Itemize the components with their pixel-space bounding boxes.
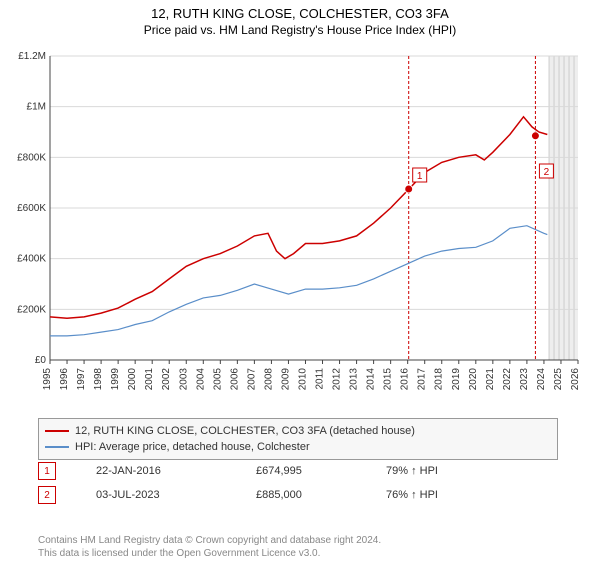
legend-swatch (45, 446, 69, 448)
transaction-date: 22-JAN-2016 (96, 465, 216, 477)
svg-text:2021: 2021 (485, 368, 496, 391)
svg-text:1997: 1997 (76, 368, 87, 391)
transaction-date: 03-JUL-2023 (96, 489, 216, 501)
transaction-price: £885,000 (256, 489, 346, 501)
svg-text:2007: 2007 (246, 368, 257, 391)
legend: 12, RUTH KING CLOSE, COLCHESTER, CO3 3FA… (38, 418, 558, 460)
svg-text:2018: 2018 (434, 368, 445, 391)
svg-text:2017: 2017 (417, 368, 428, 391)
svg-text:£0: £0 (35, 355, 47, 366)
svg-text:2026: 2026 (570, 368, 581, 391)
svg-text:£800K: £800K (17, 152, 46, 163)
svg-text:2: 2 (544, 167, 550, 178)
svg-text:£1.2M: £1.2M (18, 51, 46, 62)
transaction-badge: 2 (38, 486, 56, 504)
transaction-row: 1 22-JAN-2016 £674,995 79% ↑ HPI (38, 462, 558, 480)
footer-line: This data is licensed under the Open Gov… (38, 547, 381, 560)
page-subtitle: Price paid vs. HM Land Registry's House … (0, 23, 600, 37)
svg-text:2022: 2022 (502, 368, 513, 391)
legend-row: HPI: Average price, detached house, Colc… (45, 439, 551, 455)
svg-text:2005: 2005 (212, 368, 223, 391)
svg-text:2002: 2002 (161, 368, 172, 391)
svg-text:2012: 2012 (332, 368, 343, 391)
svg-text:2015: 2015 (383, 368, 394, 391)
svg-text:2003: 2003 (178, 368, 189, 391)
legend-label: 12, RUTH KING CLOSE, COLCHESTER, CO3 3FA… (75, 423, 415, 439)
svg-text:2019: 2019 (451, 368, 462, 391)
legend-label: HPI: Average price, detached house, Colc… (75, 439, 310, 455)
svg-text:1995: 1995 (42, 368, 53, 391)
legend-row: 12, RUTH KING CLOSE, COLCHESTER, CO3 3FA… (45, 423, 551, 439)
footer: Contains HM Land Registry data © Crown c… (38, 534, 381, 560)
svg-text:1996: 1996 (59, 368, 70, 391)
svg-text:2001: 2001 (144, 368, 155, 391)
svg-text:2011: 2011 (315, 368, 326, 390)
transaction-hpi: 76% ↑ HPI (386, 489, 496, 501)
svg-text:2014: 2014 (366, 368, 377, 391)
svg-text:2020: 2020 (468, 368, 479, 391)
price-chart: £0 £200K £400K £600K £800K £1M £1.2M 1995 1996 19… (8, 50, 592, 410)
svg-text:2006: 2006 (229, 368, 240, 391)
svg-text:2008: 2008 (263, 368, 274, 391)
page-title: 12, RUTH KING CLOSE, COLCHESTER, CO3 3FA (0, 6, 600, 21)
svg-text:£1M: £1M (27, 102, 46, 113)
svg-text:2000: 2000 (127, 368, 138, 391)
svg-text:£600K: £600K (17, 203, 46, 214)
svg-text:2009: 2009 (280, 368, 291, 391)
footer-line: Contains HM Land Registry data © Crown c… (38, 534, 381, 547)
svg-text:2023: 2023 (519, 368, 530, 391)
transaction-row: 2 03-JUL-2023 £885,000 76% ↑ HPI (38, 486, 558, 504)
svg-text:£400K: £400K (17, 254, 46, 265)
svg-text:2004: 2004 (195, 368, 206, 391)
svg-text:1999: 1999 (110, 368, 121, 391)
svg-text:2025: 2025 (553, 368, 564, 391)
svg-text:2013: 2013 (349, 368, 360, 391)
transaction-price: £674,995 (256, 465, 346, 477)
legend-swatch (45, 430, 69, 432)
transaction-badge: 1 (38, 462, 56, 480)
svg-text:2010: 2010 (297, 368, 308, 391)
svg-text:2024: 2024 (536, 368, 547, 391)
transaction-hpi: 79% ↑ HPI (386, 465, 496, 477)
svg-text:2016: 2016 (400, 368, 411, 391)
transactions-table: 1 22-JAN-2016 £674,995 79% ↑ HPI 2 03-JU… (38, 462, 558, 510)
svg-text:1: 1 (417, 171, 423, 182)
svg-text:1998: 1998 (93, 368, 104, 391)
svg-text:£200K: £200K (17, 304, 46, 315)
